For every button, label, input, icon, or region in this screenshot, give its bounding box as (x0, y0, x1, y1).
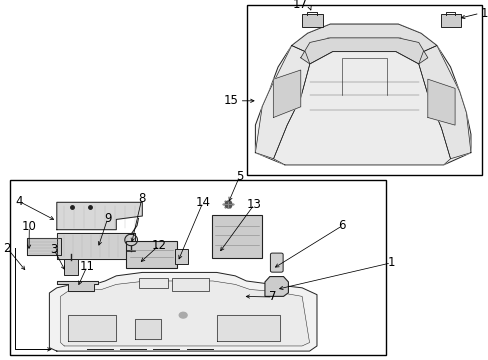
Polygon shape (264, 276, 288, 296)
Text: 11: 11 (80, 260, 94, 273)
Text: 13: 13 (246, 198, 261, 211)
Polygon shape (61, 281, 309, 346)
Polygon shape (255, 24, 470, 165)
Text: 8: 8 (138, 192, 145, 205)
Polygon shape (255, 46, 309, 159)
Polygon shape (216, 315, 279, 341)
Bar (10, 180, 386, 355)
Polygon shape (27, 238, 61, 255)
Bar (138, 278, 168, 288)
Bar (172, 278, 209, 291)
Polygon shape (57, 202, 142, 230)
Text: 16: 16 (479, 7, 488, 20)
FancyBboxPatch shape (211, 215, 262, 258)
FancyBboxPatch shape (63, 259, 78, 274)
Polygon shape (300, 38, 427, 64)
Circle shape (179, 312, 187, 318)
Polygon shape (49, 273, 316, 351)
Text: 1: 1 (386, 256, 394, 269)
Polygon shape (418, 46, 470, 159)
Polygon shape (57, 281, 98, 291)
FancyBboxPatch shape (440, 14, 460, 27)
FancyBboxPatch shape (302, 14, 322, 27)
Text: 4: 4 (16, 195, 23, 208)
Polygon shape (57, 233, 135, 259)
Polygon shape (291, 24, 436, 51)
Text: 14: 14 (195, 196, 210, 209)
Text: 12: 12 (151, 239, 166, 252)
Text: 17: 17 (292, 0, 306, 11)
Polygon shape (68, 315, 116, 341)
Polygon shape (273, 70, 300, 117)
Text: 6: 6 (338, 219, 346, 232)
FancyBboxPatch shape (175, 249, 188, 264)
Text: 2: 2 (3, 242, 11, 255)
FancyBboxPatch shape (270, 253, 283, 272)
Polygon shape (273, 51, 449, 165)
Text: 15: 15 (223, 94, 238, 107)
Polygon shape (135, 319, 161, 339)
Text: 5: 5 (235, 170, 243, 183)
Text: 9: 9 (103, 212, 111, 225)
Text: 10: 10 (22, 220, 37, 233)
Bar (246, 5, 481, 175)
Polygon shape (427, 79, 454, 125)
Text: 7: 7 (268, 291, 276, 303)
FancyBboxPatch shape (126, 241, 176, 268)
Text: 3: 3 (50, 243, 58, 256)
